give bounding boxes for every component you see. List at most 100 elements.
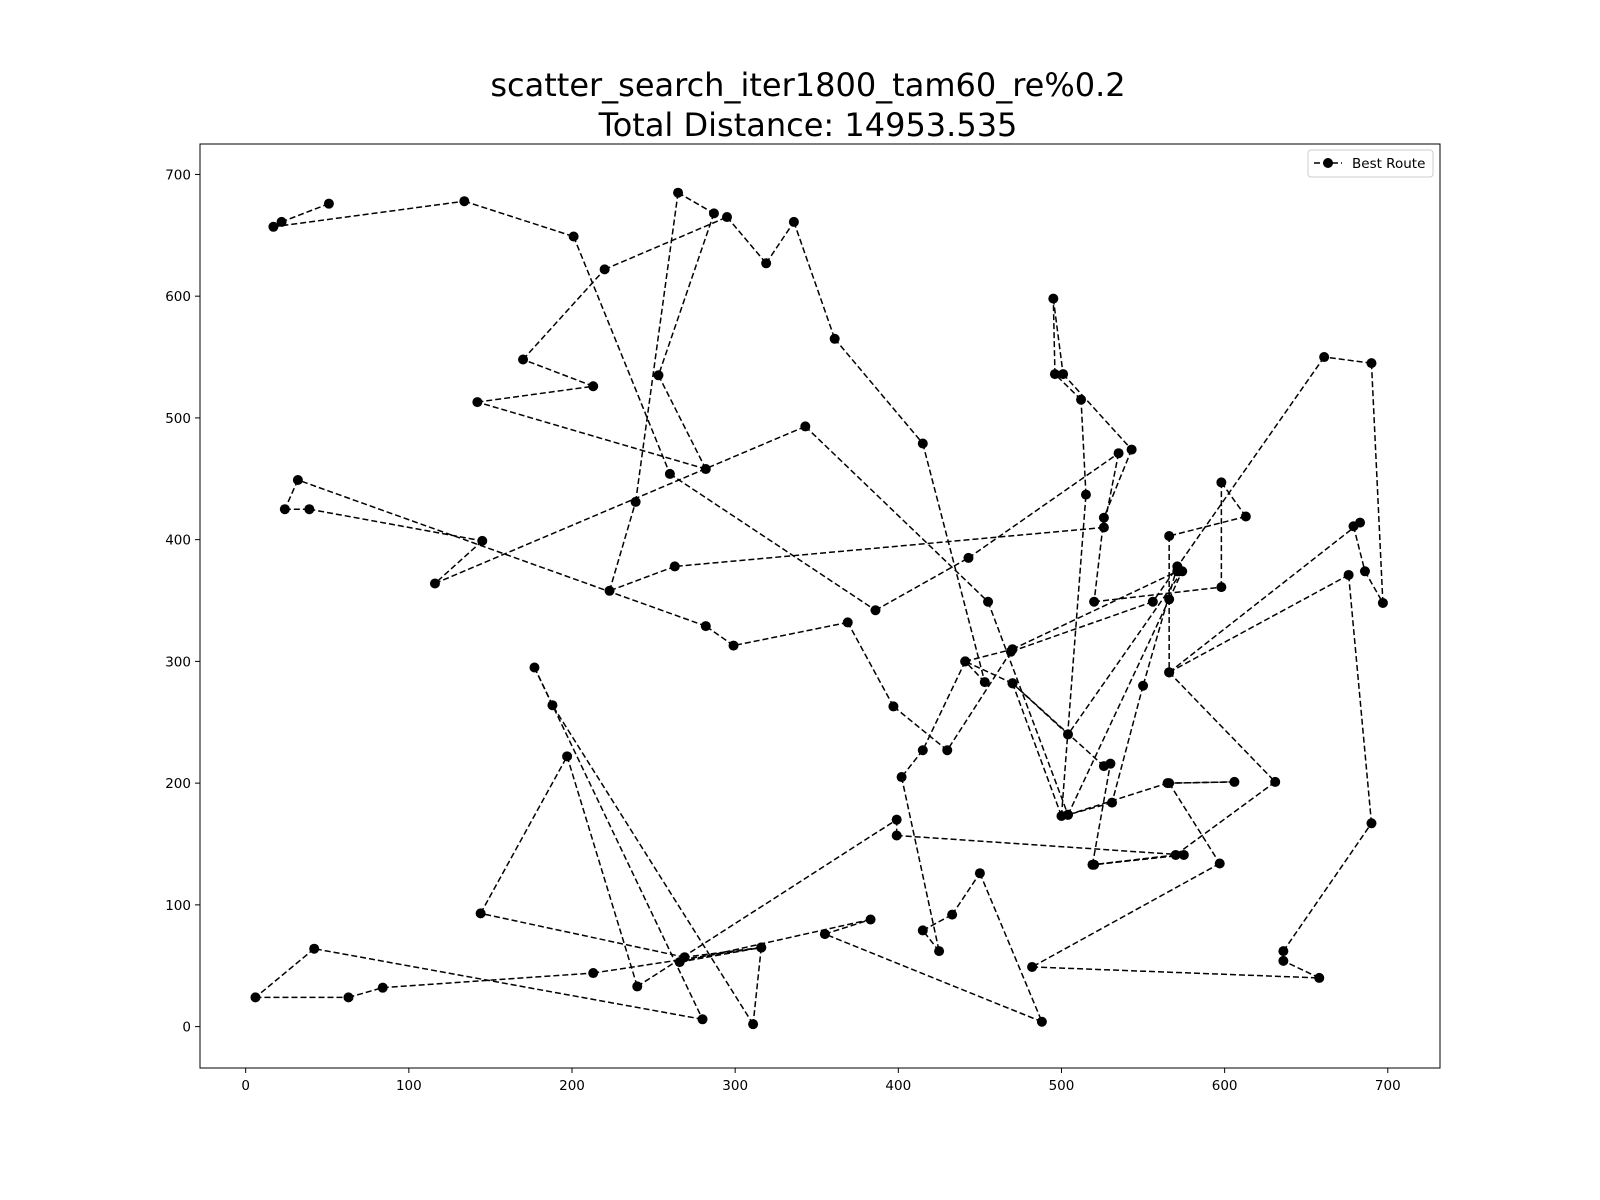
y-tick-label: 500 [165,411,191,427]
route-segment [1067,598,1170,816]
route-point [963,552,974,563]
route-segment [922,913,953,932]
route-point [891,830,902,841]
route-point [477,535,488,546]
route-segment [900,776,940,952]
route-lines [254,192,1384,1025]
route-point [891,814,902,825]
route-point [947,909,958,920]
route-point [250,992,261,1003]
y-tick-label: 300 [165,654,191,670]
route-point [1164,667,1175,678]
x-tick-label: 700 [1375,1078,1401,1094]
route-point [788,216,799,227]
route-point [1366,358,1377,369]
route-segment [922,661,966,751]
route-segment [965,648,1013,663]
route-segment [1012,570,1178,650]
route-segment [1168,522,1361,673]
route-point [1377,597,1388,608]
route-point [1080,489,1091,500]
route-segment [1282,822,1373,952]
route-segment [892,705,948,751]
route-segment [1067,801,1113,816]
route-point [1343,569,1354,580]
y-axis: 0 100 200 300 400 500 600 700 [165,167,200,1036]
route-point [1076,394,1087,405]
route-point [728,640,739,651]
route-point [459,196,470,207]
route-segment [804,425,989,603]
y-tick-label: 0 [182,1020,191,1036]
route-segment [847,622,895,707]
route-segment [480,912,685,958]
route-segment [1283,960,1320,979]
y-tick-label: 200 [165,776,191,792]
route-point [1063,729,1073,740]
y-tick-label: 400 [165,533,191,549]
route-point [1164,778,1175,789]
route-segment [1031,862,1221,968]
route-segment [464,200,574,238]
route-point [568,231,579,242]
route-point [1048,293,1059,304]
route-point [934,946,945,957]
route-point [653,370,664,381]
route-point [722,212,732,223]
x-tick-label: 300 [722,1078,748,1094]
route-point [1126,444,1137,455]
route-point [475,908,486,919]
route-segment [297,479,707,627]
route-segment [1067,570,1183,735]
route-segment [281,202,330,223]
route-point [761,258,772,269]
route-segment [1168,574,1349,674]
route-point [292,475,303,485]
route-point [1089,859,1100,870]
route-point [679,952,690,963]
route-segment [434,425,806,585]
route-segment [1352,526,1366,572]
route-segment [1052,298,1056,375]
route-point [309,943,320,954]
route-point [323,198,334,209]
route-segment [657,374,707,470]
route-point [377,982,388,993]
route-point [1170,849,1181,860]
route-point [1098,761,1109,772]
route-point [748,1019,759,1030]
route-segment [382,972,594,989]
route-point [697,1014,708,1025]
route-segment [1169,781,1235,784]
route-point [1359,566,1370,577]
route-point [588,968,599,979]
route-segment [1103,449,1133,519]
route-segment [522,268,606,360]
route-segment [674,526,1104,568]
route-point [870,605,881,616]
route-point [700,464,711,475]
route-point [942,745,953,756]
route-segment [824,918,871,935]
route-segment [273,200,465,228]
route-segment [657,213,715,376]
route-point [1098,522,1109,533]
route-segment [572,236,671,475]
route-point [632,981,643,992]
route-point [664,468,675,479]
route-point [630,496,641,507]
route-segment [479,755,568,914]
route-segment [679,946,762,963]
y-tick-label: 600 [165,289,191,305]
route-point [1229,776,1240,787]
legend-box [1307,149,1434,178]
route-segment [1080,399,1087,495]
route-point [1049,369,1060,380]
route-segment [1324,356,1372,364]
route-point [1240,511,1251,522]
route-segment [604,216,728,271]
x-tick-label: 100 [396,1078,422,1094]
route-segment [765,221,795,264]
route-segment [1220,481,1247,517]
route-point [604,585,615,596]
